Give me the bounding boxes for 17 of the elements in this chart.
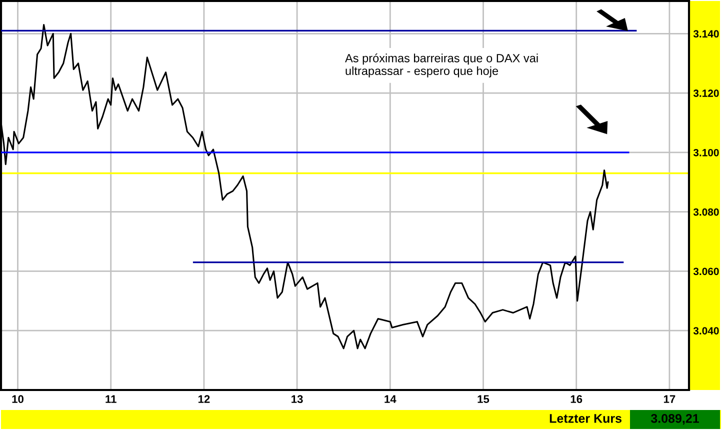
y-tick-label: 3.040: [693, 327, 719, 334]
x-tick-label: 14: [384, 395, 396, 403]
x-tick-label: 12: [198, 395, 210, 403]
text: 3.089,21: [650, 414, 699, 425]
y-tick-label: 3.120: [693, 90, 719, 97]
y-tick-label: 3.060: [693, 268, 719, 276]
y-tick-label: 3.100: [693, 148, 719, 156]
x-tick-label: 15: [478, 395, 490, 404]
x-tick-label: 10: [12, 395, 24, 404]
annotation: As próximas barreiras que o DAX vai ultrapassar - espero que hoje: [345, 54, 538, 78]
y-tick-label: 3.140: [693, 30, 719, 38]
x-tick-label: 13: [292, 395, 303, 404]
x-tick-label: 11: [106, 395, 116, 403]
x-tick-label: 17: [664, 395, 676, 403]
x-tick-label: 16: [570, 395, 582, 404]
text: Letzter Kurs: [550, 414, 622, 423]
y-tick-label: 3.080: [693, 208, 719, 216]
